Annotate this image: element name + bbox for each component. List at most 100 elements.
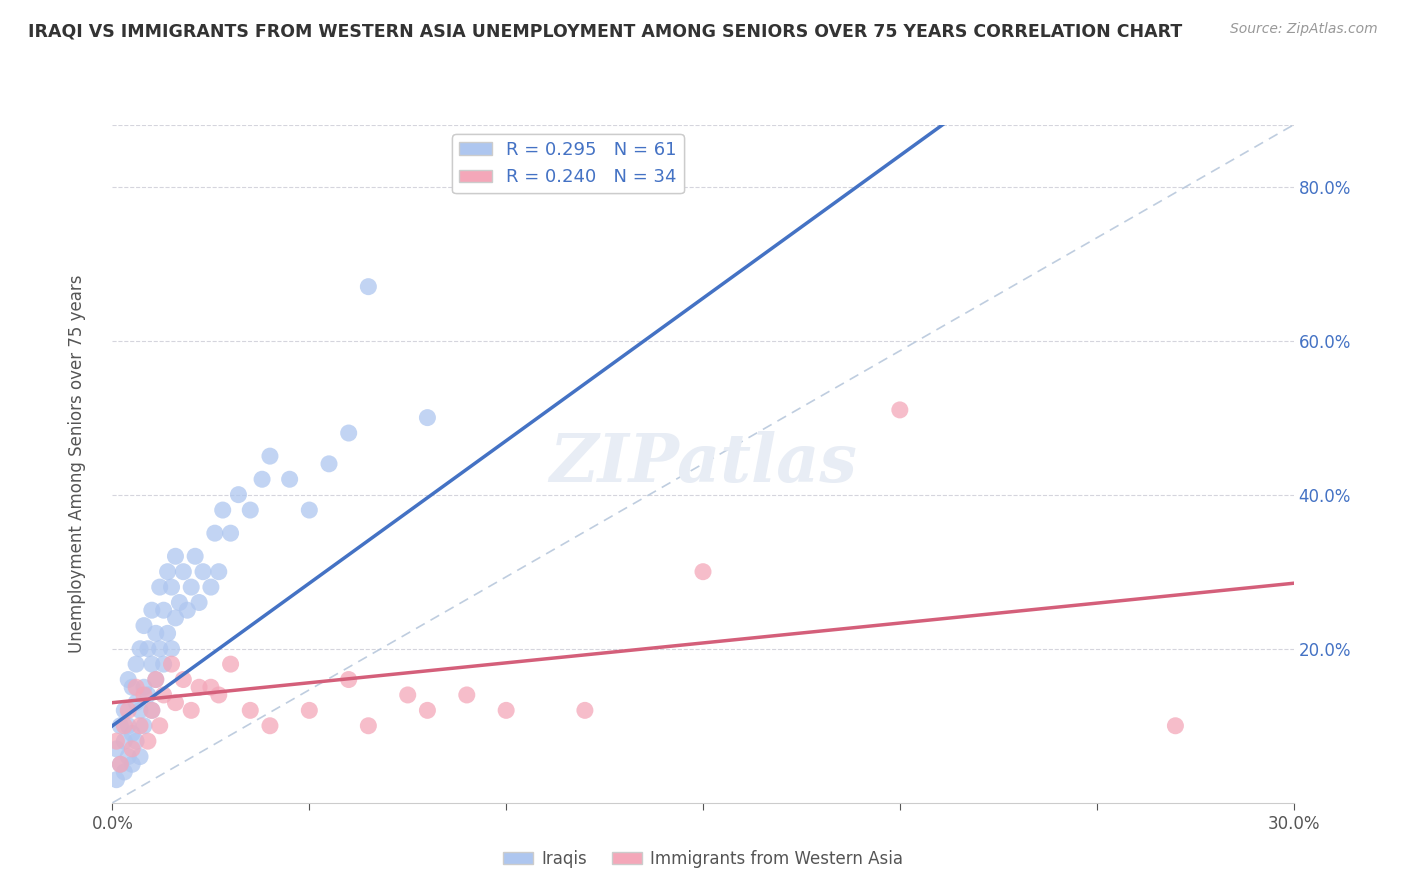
Point (136, 688, 159, 702)
Point (204, 526, 226, 541)
Point (110, 757, 132, 772)
Point (337, 425, 360, 440)
Point (191, 565, 214, 579)
Point (160, 641, 183, 656)
Text: Source: ZipAtlas.com: Source: ZipAtlas.com (1230, 22, 1378, 37)
Point (136, 734, 159, 748)
Point (298, 503, 321, 517)
Point (228, 488, 250, 502)
Point (112, 703, 135, 717)
Point (145, 673, 167, 687)
Point (117, 719, 139, 733)
Point (357, 719, 380, 733)
Point (180, 703, 202, 717)
Point (318, 457, 340, 471)
Point (259, 719, 281, 733)
Point (149, 641, 172, 656)
Point (278, 472, 301, 486)
Point (105, 734, 128, 748)
Point (180, 580, 202, 594)
Text: ZIPatlas: ZIPatlas (550, 432, 856, 496)
Point (152, 657, 174, 672)
Point (160, 657, 183, 672)
Point (456, 688, 478, 702)
Point (208, 565, 231, 579)
Point (396, 688, 419, 702)
Point (110, 719, 132, 733)
Point (165, 696, 187, 710)
Point (574, 703, 596, 717)
Point (141, 657, 163, 672)
Point (132, 680, 155, 694)
Point (105, 772, 128, 787)
Point (121, 742, 143, 756)
Point (141, 703, 163, 717)
Point (145, 626, 167, 640)
Point (160, 580, 183, 594)
Point (250, 472, 273, 486)
Point (132, 719, 155, 733)
Point (112, 734, 135, 748)
Point (889, 403, 911, 417)
Point (416, 703, 439, 717)
Point (125, 680, 148, 694)
Point (337, 673, 360, 687)
Point (112, 719, 135, 733)
Point (298, 703, 321, 717)
Point (692, 565, 714, 579)
Point (117, 749, 139, 764)
Legend: R = 0.295   N = 61, R = 0.240   N = 34: R = 0.295 N = 61, R = 0.240 N = 34 (453, 134, 685, 194)
Point (172, 673, 194, 687)
Point (211, 503, 233, 517)
Point (239, 703, 262, 717)
Point (136, 641, 159, 656)
Point (219, 657, 242, 672)
Point (200, 680, 222, 694)
Point (112, 764, 135, 779)
Point (152, 688, 174, 702)
Point (188, 680, 211, 694)
Point (141, 603, 163, 617)
Point (208, 688, 231, 702)
Point (132, 618, 155, 632)
Point (117, 703, 139, 717)
Point (357, 279, 380, 293)
Point (1164, 719, 1187, 733)
Point (152, 603, 174, 617)
Point (129, 703, 152, 717)
Point (129, 641, 152, 656)
Point (156, 626, 179, 640)
Point (125, 657, 148, 672)
Point (176, 603, 198, 617)
Point (105, 742, 128, 756)
Point (110, 757, 132, 772)
Y-axis label: Unemployment Among Seniors over 75 years: Unemployment Among Seniors over 75 years (67, 275, 86, 653)
Point (239, 503, 262, 517)
Point (156, 565, 179, 579)
Point (495, 703, 517, 717)
Point (184, 549, 207, 564)
Point (219, 526, 242, 541)
Point (165, 549, 187, 564)
Point (416, 410, 439, 425)
Point (129, 749, 152, 764)
Point (121, 757, 143, 772)
Point (169, 595, 191, 609)
Point (188, 595, 211, 609)
Point (200, 580, 222, 594)
Legend: Iraqis, Immigrants from Western Asia: Iraqis, Immigrants from Western Asia (496, 844, 910, 875)
Point (165, 611, 187, 625)
Text: IRAQI VS IMMIGRANTS FROM WESTERN ASIA UNEMPLOYMENT AMONG SENIORS OVER 75 YEARS C: IRAQI VS IMMIGRANTS FROM WESTERN ASIA UN… (28, 22, 1182, 40)
Point (125, 734, 148, 748)
Point (259, 449, 281, 463)
Point (172, 565, 194, 579)
Point (117, 673, 139, 687)
Point (141, 703, 163, 717)
Point (149, 719, 172, 733)
Point (121, 726, 143, 740)
Point (125, 696, 148, 710)
Point (132, 688, 155, 702)
Point (129, 719, 152, 733)
Point (145, 673, 167, 687)
Point (121, 680, 143, 694)
